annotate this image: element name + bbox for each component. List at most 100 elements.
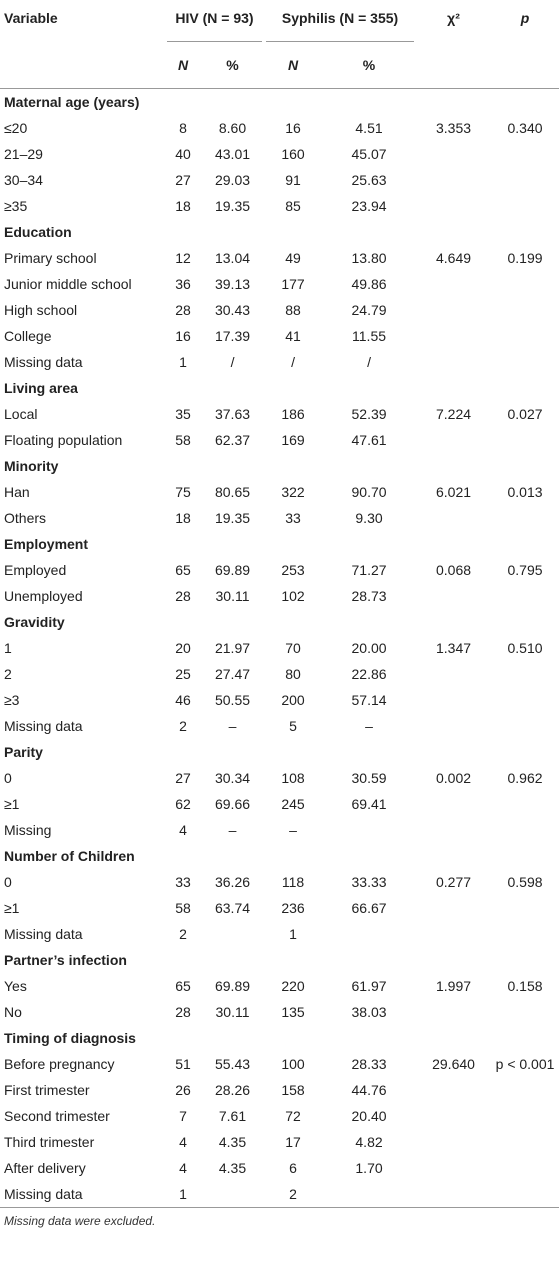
table-row: Yes 65 69.89 220 61.97 1.997 0.158 (0, 973, 559, 999)
row-label: Floating population (4, 432, 123, 448)
row-label: Employed (4, 562, 67, 578)
cell: 20.00 (351, 640, 387, 656)
cell (416, 1181, 491, 1207)
cell: 39.13 (214, 276, 251, 292)
table-row: Local 35 37.63 186 52.39 7.224 0.027 (0, 401, 559, 427)
cell: 27 (175, 172, 191, 188)
cell: 12 (175, 250, 191, 266)
cell: 28 (175, 1004, 191, 1020)
row-label: 21–29 (4, 146, 43, 162)
cell (491, 141, 559, 167)
row-label: Missing data (4, 1186, 83, 1202)
cell (416, 141, 491, 167)
table-row: Missing data 1 2 (0, 1181, 559, 1207)
cell (416, 921, 491, 947)
row-label: ≥3 (4, 692, 20, 708)
cell: 43.01 (214, 146, 251, 162)
row-label: Unemployed (4, 588, 83, 604)
table-row: Employment (0, 531, 559, 557)
data-table: Variable HIV (N = 93) Syphilis (N = 355)… (0, 10, 559, 1207)
cell: 75 (175, 484, 191, 500)
table-row: Missing 4 – – (0, 817, 559, 843)
cell (491, 713, 559, 739)
cell: 1.347 (436, 640, 472, 656)
cell: 70 (285, 640, 301, 656)
cell: – (228, 718, 237, 734)
cell: 33 (175, 874, 191, 890)
cell: 1.70 (355, 1160, 383, 1176)
row-label: Others (4, 510, 47, 526)
cell: 3.353 (436, 120, 472, 136)
cell: 36.26 (214, 874, 251, 890)
table-row: After delivery 4 4.35 6 1.70 (0, 1155, 559, 1181)
cell (416, 349, 491, 375)
cell: 47.61 (351, 432, 387, 448)
table-row: ≥1 62 69.66 245 69.41 (0, 791, 559, 817)
cell: 50.55 (214, 692, 251, 708)
cell: 186 (281, 406, 305, 422)
section-label: Maternal age (years) (4, 94, 140, 110)
subheader-row: N % N % (0, 42, 559, 89)
row-label: Before pregnancy (4, 1056, 115, 1072)
cell: 26 (175, 1082, 191, 1098)
row-label: 0 (4, 874, 12, 890)
cell: 13.04 (214, 250, 251, 266)
header-cell: χ² (447, 10, 460, 26)
cell (491, 1103, 559, 1129)
cell: 0.013 (507, 484, 543, 500)
cell: 100 (281, 1056, 305, 1072)
cell: 18 (175, 510, 191, 526)
cell (416, 687, 491, 713)
cell (491, 349, 559, 375)
cell (491, 817, 559, 843)
cell: 40 (175, 146, 191, 162)
cell: 7.224 (436, 406, 472, 422)
table-row: Primary school 12 13.04 49 13.80 4.649 0.199 (0, 245, 559, 271)
cell: / (291, 354, 295, 370)
table-row: Partner’s infection (0, 947, 559, 973)
cell: 2 (289, 1186, 297, 1202)
table-row: Before pregnancy 51 55.43 100 28.33 29.640 p <… (0, 1051, 559, 1077)
table-row: Gravidity (0, 609, 559, 635)
cell: 200 (281, 692, 305, 708)
cell (201, 921, 264, 947)
cell: 4 (179, 1160, 187, 1176)
cell (201, 1181, 264, 1207)
cell (491, 1077, 559, 1103)
table-row: Han 75 80.65 322 90.70 6.021 0.013 (0, 479, 559, 505)
cell (416, 505, 491, 531)
cell (491, 427, 559, 453)
cell (416, 323, 491, 349)
cell (491, 193, 559, 219)
cell: 33.33 (351, 874, 387, 890)
row-label: First trimester (4, 1082, 90, 1098)
table-row: Floating population 58 62.37 169 47.61 (0, 427, 559, 453)
subheader-cell: N (177, 57, 189, 73)
header-text: HIV (N = 93) (175, 10, 254, 26)
subheader-cell: % (226, 57, 239, 73)
table-row: Parity (0, 739, 559, 765)
row-label: After delivery (4, 1160, 86, 1176)
cell (491, 999, 559, 1025)
cell: 169 (281, 432, 305, 448)
cell: 322 (281, 484, 305, 500)
cell: 7 (179, 1108, 187, 1124)
table-row: Living area (0, 375, 559, 401)
cell: 49 (285, 250, 301, 266)
cell: 44.76 (351, 1082, 387, 1098)
section-label: Employment (4, 536, 89, 552)
section-label: Partner’s infection (4, 952, 127, 968)
cell: 66.67 (351, 900, 387, 916)
cell: 4 (179, 822, 187, 838)
cell: 253 (281, 562, 305, 578)
cell (491, 505, 559, 531)
cell: 29.640 (432, 1056, 475, 1072)
cell: 63.74 (214, 900, 251, 916)
row-label: 1 (4, 640, 12, 656)
cell: 1 (179, 354, 187, 370)
row-label: Missing (4, 822, 52, 838)
cell (416, 661, 491, 687)
row-label: 2 (4, 666, 12, 682)
row-label: No (4, 1004, 22, 1020)
cell: 30.11 (215, 1004, 250, 1020)
